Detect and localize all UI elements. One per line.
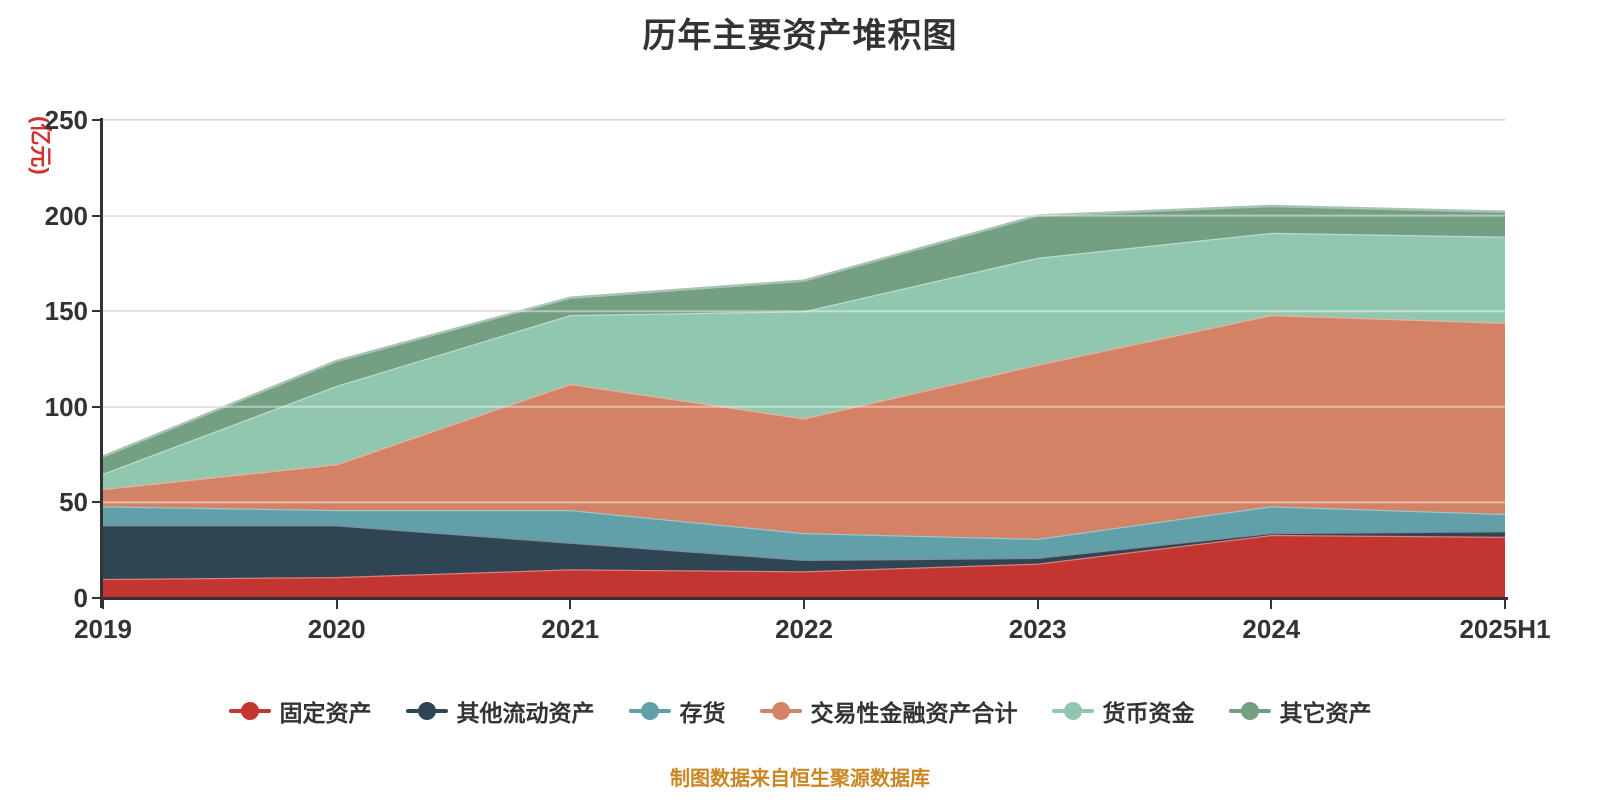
x-axis-line: [100, 597, 1508, 600]
series-boundary-line: [103, 204, 1505, 458]
y-gridline: [103, 214, 1505, 217]
area-series-固定资产: [103, 534, 1505, 598]
area-series-其它资产: [103, 206, 1505, 474]
area-series-货币资金: [103, 232, 1505, 490]
legend-label: 货币资金: [1102, 700, 1195, 726]
legend-line-dot-icon: [1228, 702, 1271, 720]
y-axis-tick-label: 100: [44, 391, 88, 422]
x-axis-tick: [1270, 600, 1273, 609]
x-axis-tick-label: 2025H1: [1459, 614, 1551, 644]
chart-legend: 固定资产 其他流动资产 存货 交易性金融资产合计 货币资金 其它资产: [0, 694, 1600, 728]
legend-line-dot-icon: [1051, 702, 1094, 720]
x-axis-tick-label: 2019: [74, 614, 132, 644]
x-axis-tick-label: 2020: [307, 614, 366, 644]
y-axis-tick: [92, 405, 100, 408]
stacked-area-plot: [103, 120, 1505, 598]
legend-label: 交易性金融资产合计: [810, 700, 1018, 726]
y-gridline: [103, 119, 1505, 121]
data-source-note: 制图数据来自恒生聚源数据库: [670, 768, 930, 790]
y-axis-tick-label: 250: [44, 105, 88, 135]
legend-item-存货[interactable]: 存货: [628, 694, 726, 728]
y-axis-tick: [92, 597, 100, 599]
legend-line-dot-icon: [228, 702, 271, 720]
x-axis-tick: [335, 600, 338, 609]
legend-item-固定资产[interactable]: 固定资产: [228, 694, 372, 728]
legend-item-其它资产[interactable]: 其它资产: [1228, 694, 1372, 728]
x-axis-tick-label: 2022: [775, 614, 833, 644]
legend-label: 固定资产: [279, 700, 372, 726]
y-axis-tick-label: 200: [44, 200, 88, 231]
y-axis-tick: [92, 214, 100, 217]
x-axis-tick-label: 2023: [1008, 614, 1067, 644]
legend-label: 其他流动资产: [456, 700, 595, 726]
legend-label: 其它资产: [1279, 700, 1372, 726]
area-series-交易性金融资产合计: [103, 315, 1505, 539]
legend-line-dot-icon: [628, 702, 671, 720]
legend-line-dot-icon: [759, 702, 802, 720]
y-axis-line: [100, 118, 103, 608]
y-axis-tick: [92, 501, 100, 504]
x-axis-tick: [569, 600, 572, 609]
chart-title: 历年主要资产堆积图: [642, 17, 958, 55]
y-axis-tick-label: 0: [73, 583, 88, 613]
legend-label: 存货: [679, 700, 726, 726]
x-axis-tick: [1504, 600, 1506, 609]
legend-line-dot-icon: [405, 702, 448, 720]
y-axis-tick: [92, 310, 100, 313]
x-axis-tick-label: 2024: [1242, 614, 1301, 644]
y-axis-tick-label: 50: [59, 487, 88, 518]
x-axis-tick: [1036, 600, 1039, 609]
legend-item-交易性金融资产合计[interactable]: 交易性金融资产合计: [759, 694, 1018, 728]
legend-item-其他流动资产[interactable]: 其他流动资产: [405, 694, 595, 728]
x-axis-tick: [102, 600, 104, 609]
x-axis-tick-label: 2021: [541, 614, 600, 644]
area-series-其他流动资产: [103, 525, 1505, 579]
x-axis-tick: [803, 600, 805, 609]
y-axis-tick: [92, 119, 100, 121]
y-axis-tick-label: 150: [44, 296, 88, 327]
legend-item-货币资金[interactable]: 货币资金: [1051, 694, 1195, 728]
